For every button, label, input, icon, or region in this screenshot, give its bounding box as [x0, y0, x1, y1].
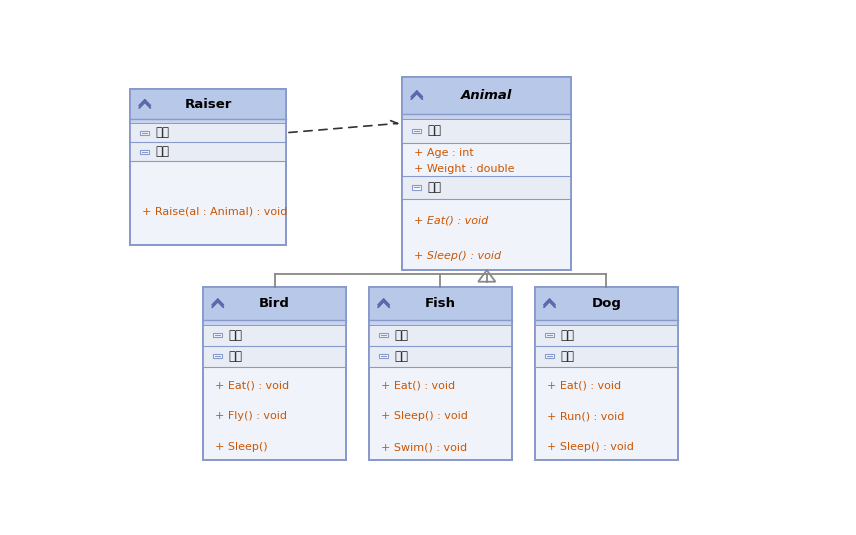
Text: 特性: 特性 — [229, 328, 242, 342]
Bar — [203, 346, 346, 366]
Bar — [203, 325, 346, 346]
Text: + Run() : void: + Run() : void — [547, 411, 624, 421]
Text: 特性: 特性 — [156, 126, 169, 139]
Bar — [369, 287, 512, 320]
Text: Bird: Bird — [259, 297, 290, 310]
Text: + Fly() : void: + Fly() : void — [215, 411, 287, 421]
Bar — [130, 119, 286, 124]
Text: + Raise(al : Animal) : void: + Raise(al : Animal) : void — [142, 207, 288, 217]
Text: + Sleep() : void: + Sleep() : void — [381, 411, 468, 421]
Bar — [535, 346, 678, 366]
Bar — [402, 176, 572, 199]
Bar — [535, 320, 678, 325]
Bar — [412, 129, 421, 133]
Bar — [379, 354, 389, 358]
Text: 特性: 特性 — [427, 124, 442, 137]
Text: 操作: 操作 — [229, 349, 242, 363]
Bar — [130, 142, 286, 161]
Text: 操作: 操作 — [560, 349, 574, 363]
Bar — [130, 89, 286, 119]
Text: 操作: 操作 — [395, 349, 408, 363]
Text: 操作: 操作 — [427, 181, 442, 194]
Text: + Age : int: + Age : int — [414, 148, 474, 157]
Bar — [535, 287, 678, 460]
Bar — [412, 186, 421, 189]
Text: + Sleep() : void: + Sleep() : void — [547, 442, 633, 452]
Bar — [545, 333, 554, 337]
Bar — [213, 333, 223, 337]
Text: + Sleep(): + Sleep() — [215, 442, 268, 452]
Text: Animal: Animal — [461, 89, 513, 102]
Bar — [213, 354, 223, 358]
Text: 特性: 特性 — [560, 328, 574, 342]
Bar — [369, 325, 512, 346]
Text: + Eat() : void: + Eat() : void — [414, 216, 489, 225]
Bar — [203, 287, 346, 460]
Bar — [535, 287, 678, 320]
Bar — [369, 346, 512, 366]
Text: 操作: 操作 — [156, 145, 169, 158]
Text: Fish: Fish — [425, 297, 456, 310]
Bar — [203, 287, 346, 320]
Bar — [130, 124, 286, 142]
Bar — [402, 77, 572, 270]
Bar — [535, 325, 678, 346]
Text: 特性: 特性 — [395, 328, 408, 342]
Bar — [140, 131, 150, 135]
Bar — [402, 114, 572, 119]
Bar — [369, 320, 512, 325]
Bar — [402, 119, 572, 142]
Text: + Weight : double: + Weight : double — [414, 164, 514, 174]
Bar — [379, 333, 389, 337]
Bar — [402, 77, 572, 114]
Bar — [545, 354, 554, 358]
Text: + Sleep() : void: + Sleep() : void — [414, 251, 502, 261]
Text: + Swim() : void: + Swim() : void — [381, 442, 467, 452]
Text: + Eat() : void: + Eat() : void — [547, 380, 621, 390]
Text: + Eat() : void: + Eat() : void — [215, 380, 289, 390]
Bar — [140, 150, 150, 154]
Text: Dog: Dog — [591, 297, 621, 310]
Text: Raiser: Raiser — [185, 98, 232, 111]
Bar — [369, 287, 512, 460]
Text: + Eat() : void: + Eat() : void — [381, 380, 455, 390]
Bar — [130, 89, 286, 246]
Bar — [203, 320, 346, 325]
